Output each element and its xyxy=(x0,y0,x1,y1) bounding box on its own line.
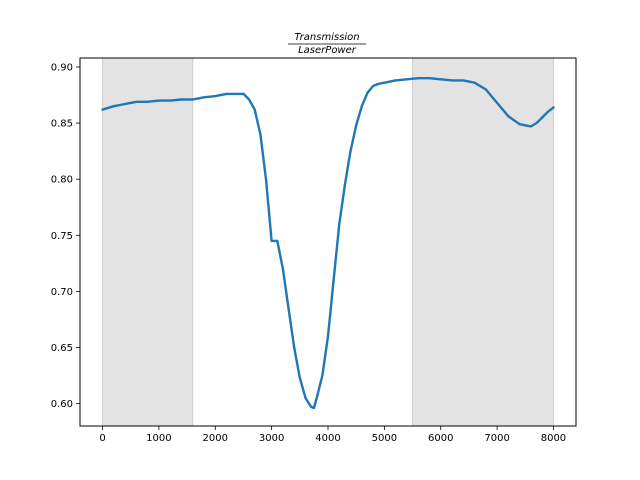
data-point xyxy=(169,99,172,102)
data-point xyxy=(310,405,313,408)
x-axis: 0 1000 2000 3000 4000 5000 6000 7000 8000 xyxy=(99,426,566,444)
data-point xyxy=(377,82,380,85)
data-point xyxy=(202,96,206,99)
data-point xyxy=(405,78,408,81)
data-point xyxy=(191,98,194,101)
shaded-region-2 xyxy=(412,57,554,427)
data-point xyxy=(112,105,115,108)
data-point xyxy=(529,125,533,128)
data-point xyxy=(214,95,217,98)
data-point xyxy=(321,374,324,377)
data-point xyxy=(484,88,487,91)
shaded-region-1 xyxy=(102,57,194,427)
y-tick-label: 0.65 xyxy=(51,343,73,354)
data-point xyxy=(236,92,239,95)
data-point xyxy=(546,110,549,113)
data-point xyxy=(428,77,431,80)
y-tick-label: 0.60 xyxy=(51,399,73,410)
x-tick-label: 5000 xyxy=(372,433,397,444)
data-point xyxy=(462,79,465,82)
data-point xyxy=(242,92,245,95)
y-tick-label: 0.80 xyxy=(51,175,73,186)
y-tick-label: 0.75 xyxy=(51,231,73,242)
data-point xyxy=(276,239,279,242)
data-point xyxy=(180,98,183,101)
data-point xyxy=(287,307,290,310)
data-point xyxy=(349,150,352,153)
data-point xyxy=(394,79,397,82)
chart-title-numerator: Transmission xyxy=(294,32,359,43)
data-point xyxy=(360,105,363,108)
x-tick-label: 4000 xyxy=(315,433,340,444)
data-point xyxy=(157,99,160,102)
data-point xyxy=(146,100,149,103)
data-point xyxy=(281,267,284,270)
data-point xyxy=(270,239,273,242)
data-point xyxy=(383,81,386,84)
data-point xyxy=(248,98,251,101)
data-point xyxy=(293,346,296,349)
data-point xyxy=(326,335,330,338)
data-point xyxy=(312,406,315,410)
data-point xyxy=(473,81,476,84)
data-point xyxy=(225,92,228,95)
data-point xyxy=(259,133,262,136)
data-point xyxy=(343,183,346,186)
x-tick-label: 2000 xyxy=(203,433,228,444)
data-point xyxy=(253,108,256,111)
y-tick-label: 0.70 xyxy=(51,287,73,298)
series-layer xyxy=(101,76,555,410)
y-axis: 0.60 0.65 0.70 0.75 0.80 0.85 0.90 xyxy=(51,62,80,410)
data-point xyxy=(518,123,521,126)
data-point xyxy=(366,91,369,94)
data-point xyxy=(439,78,442,81)
data-point xyxy=(304,396,307,400)
data-point xyxy=(372,84,375,88)
data-point xyxy=(541,116,544,119)
data-point xyxy=(101,108,104,111)
y-tick-label: 0.90 xyxy=(51,62,73,73)
x-tick-label: 3000 xyxy=(259,433,284,444)
x-tick-label: 1000 xyxy=(146,433,171,444)
data-point xyxy=(338,222,341,226)
x-tick-label: 0 xyxy=(99,433,105,444)
chart-title-denominator: LaserPower xyxy=(298,45,357,56)
data-point xyxy=(450,79,454,82)
data-point xyxy=(355,124,358,127)
data-point xyxy=(315,396,318,400)
data-point xyxy=(135,100,138,103)
data-point xyxy=(507,115,510,118)
shaded-regions xyxy=(102,57,554,427)
x-tick-label: 8000 xyxy=(541,433,566,444)
data-point xyxy=(417,77,420,80)
data-point xyxy=(264,178,268,181)
data-point xyxy=(552,106,555,109)
chart-title: Transmission LaserPower xyxy=(288,32,366,56)
x-tick-label: 6000 xyxy=(428,433,453,444)
data-point xyxy=(332,279,335,282)
x-tick-label: 7000 xyxy=(484,433,509,444)
data-point xyxy=(496,101,499,104)
data-point xyxy=(535,122,538,125)
data-point xyxy=(298,376,301,379)
data-point xyxy=(124,102,127,106)
y-tick-label: 0.85 xyxy=(51,119,73,130)
